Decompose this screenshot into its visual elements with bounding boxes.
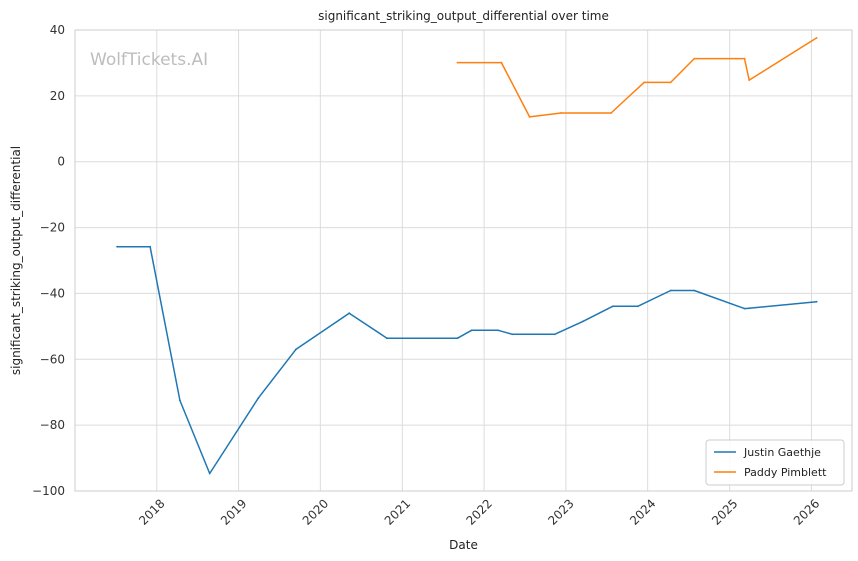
data-point (610, 112, 612, 114)
data-point (553, 333, 556, 336)
data-point (669, 81, 672, 84)
data-point (456, 337, 459, 340)
data-point (208, 472, 211, 475)
y-tick-label: −40 (40, 286, 65, 300)
data-point (815, 300, 818, 303)
data-point (497, 329, 500, 332)
data-point (295, 348, 297, 351)
data-point (748, 307, 751, 310)
data-point (116, 245, 118, 248)
y-tick-label: −80 (40, 418, 65, 432)
data-point (257, 397, 260, 399)
x-axis-title: Date (449, 538, 478, 552)
y-tick-label: 40 (50, 23, 65, 37)
data-point (743, 307, 746, 310)
data-point (743, 57, 746, 60)
data-point (511, 333, 514, 336)
y-axis-title: significant_striking_output_differential (9, 146, 23, 375)
legend-label: Justin Gaethje (743, 446, 821, 459)
data-point (636, 305, 639, 308)
data-point (669, 289, 672, 292)
data-point (348, 312, 351, 315)
y-tick-label: −100 (32, 484, 65, 498)
data-point (611, 305, 614, 308)
legend: Justin Gaethje Paddy Pimblett (705, 439, 845, 486)
y-tick-label: 20 (50, 89, 65, 103)
legend-box (705, 439, 845, 486)
data-point (179, 399, 181, 402)
y-tick-label: 0 (57, 155, 65, 169)
chart-title: significant_striking_output_differential… (318, 9, 609, 23)
y-tick-label: −20 (40, 221, 65, 235)
data-point (386, 337, 388, 340)
y-tick-label: −60 (40, 352, 65, 366)
y-axis-ticks: 40 20 0 −20 −40 −60 −80 −100 (32, 23, 65, 498)
data-point (456, 61, 459, 64)
data-point (693, 57, 696, 60)
data-point (582, 320, 584, 323)
plot-frame (74, 29, 853, 492)
legend-label: Paddy Pimblett (744, 466, 827, 479)
data-point (560, 112, 562, 114)
data-point (748, 79, 751, 81)
watermark: WolfTickets.AI (90, 50, 208, 70)
series-layer (116, 37, 818, 475)
data-point (643, 81, 645, 84)
data-point (815, 37, 818, 39)
data-point (149, 245, 152, 248)
data-point (693, 289, 696, 292)
data-point (470, 329, 473, 332)
data-point (500, 61, 503, 64)
data-point (528, 116, 531, 118)
